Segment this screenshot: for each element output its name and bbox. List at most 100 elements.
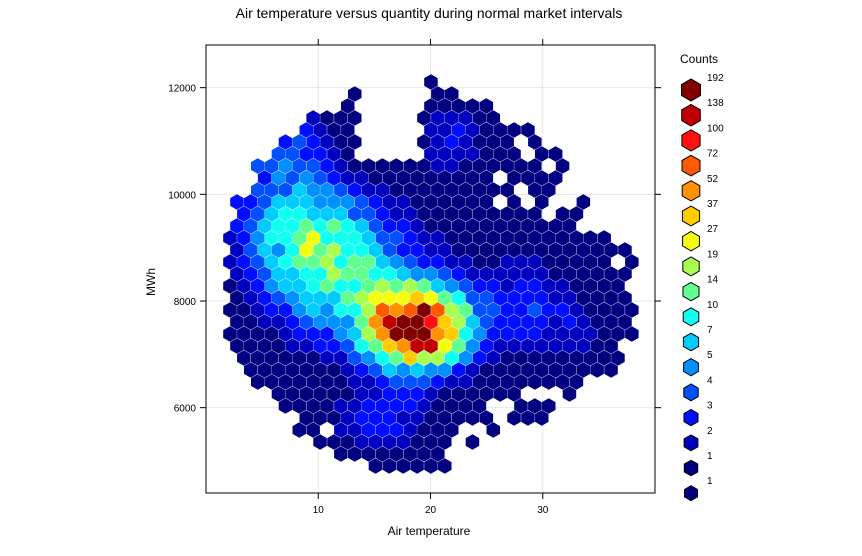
hex-cell-122 xyxy=(500,182,514,198)
hex-cell-63 xyxy=(278,158,293,174)
hex-cell-412 xyxy=(410,314,424,330)
hex-cell-611 xyxy=(424,410,438,426)
hex-cell-485 xyxy=(604,338,618,354)
hex-cell-157 xyxy=(375,206,390,222)
hex-cell-430 xyxy=(251,326,265,342)
hex-cell-577 xyxy=(438,386,452,402)
hex-cell-543 xyxy=(278,374,293,390)
y-tick-label-3: 12000 xyxy=(168,84,196,95)
hex-cell-477 xyxy=(493,338,507,354)
hex-cell-175 xyxy=(285,218,300,234)
hex-cell-384 xyxy=(431,302,445,318)
hex-cell-352 xyxy=(396,290,410,306)
hex-cell-18 xyxy=(472,110,487,126)
hex-cell-95 xyxy=(424,170,438,186)
hex-cell-346 xyxy=(313,290,327,306)
hex-cell-108 xyxy=(306,182,320,198)
hex-cell-423 xyxy=(562,314,577,330)
hex-cell-202 xyxy=(306,230,320,246)
hex-cell-630 xyxy=(486,422,500,438)
hex-cell-57 xyxy=(493,146,507,162)
hex-cell-186 xyxy=(438,218,452,234)
hex-cell-380 xyxy=(375,302,390,318)
hex-cell-343 xyxy=(271,290,286,306)
hex-cell-132 xyxy=(327,194,341,210)
hex-cell-237 xyxy=(410,242,424,258)
hex-cell-441 xyxy=(403,326,417,342)
hex-cell-252 xyxy=(618,242,632,258)
hex-cell-455 xyxy=(597,326,611,342)
legend-label-3: 72 xyxy=(707,149,719,160)
hex-cell-561 xyxy=(528,374,542,390)
hex-cell-545 xyxy=(306,374,320,390)
hex-cell-620 xyxy=(306,422,320,438)
hex-cell-47 xyxy=(285,146,300,162)
hex-cell-130 xyxy=(299,194,313,210)
hex-cell-408 xyxy=(354,314,369,330)
hex-cell-197 xyxy=(237,230,251,246)
hex-cell-364 xyxy=(562,290,577,306)
hex-cell-247 xyxy=(548,242,563,258)
hex-cell-149 xyxy=(264,206,279,222)
hex-cell-326 xyxy=(431,278,445,294)
hex-cell-591 xyxy=(375,398,390,414)
hex-cell-618 xyxy=(535,410,549,426)
hex-cell-397 xyxy=(611,302,625,318)
hex-cell-546 xyxy=(320,374,334,390)
hex-cell-560 xyxy=(514,374,528,390)
hex-cell-351 xyxy=(382,290,397,306)
hex-cell-642 xyxy=(334,446,348,462)
hex-cell-394 xyxy=(569,302,584,318)
hex-cell-329 xyxy=(472,278,487,294)
hex-cell-420 xyxy=(521,314,535,330)
hex-cell-146 xyxy=(576,194,591,210)
hex-cell-210 xyxy=(417,230,431,246)
hex-cell-31 xyxy=(521,122,535,138)
hex-cell-240 xyxy=(451,242,466,258)
hex-cell-249 xyxy=(576,242,591,258)
hex-cell-168 xyxy=(528,206,542,222)
hex-cell-355 xyxy=(438,290,452,306)
hex-cell-367 xyxy=(604,290,618,306)
hex-cell-75 xyxy=(444,158,459,174)
hex-cell-322 xyxy=(375,278,390,294)
hex-cell-116 xyxy=(417,182,431,198)
hex-cell-521 xyxy=(341,362,355,378)
hex-cell-362 xyxy=(535,290,549,306)
legend-label-14: 2 xyxy=(707,426,713,437)
hex-cell-199 xyxy=(264,230,279,246)
hex-cell-258 xyxy=(292,254,306,270)
hex-cell-106 xyxy=(278,182,293,198)
hex-cell-189 xyxy=(479,218,494,234)
hex-cell-553 xyxy=(417,374,431,390)
hex-cell-207 xyxy=(375,230,390,246)
hex-cell-269 xyxy=(444,254,459,270)
hex-cell-76 xyxy=(458,158,473,174)
hex-cell-374 xyxy=(292,302,306,318)
hex-cell-43 xyxy=(486,134,500,150)
hex-cell-344 xyxy=(285,290,300,306)
hex-cell-330 xyxy=(486,278,500,294)
hex-cell-491 xyxy=(306,350,320,366)
hex-cell-14 xyxy=(417,110,431,126)
hex-cell-345 xyxy=(299,290,313,306)
hex-cell-411 xyxy=(396,314,410,330)
hex-cell-616 xyxy=(507,410,521,426)
hex-cell-646 xyxy=(389,446,403,462)
hex-cell-150 xyxy=(278,206,293,222)
hex-cell-476 xyxy=(479,338,494,354)
hex-cell-221 xyxy=(569,230,584,246)
hex-cell-481 xyxy=(548,338,563,354)
hex-cell-419 xyxy=(507,314,521,330)
hex-cell-404 xyxy=(299,314,313,330)
hex-cell-58 xyxy=(507,146,521,162)
hex-cell-229 xyxy=(299,242,313,258)
hex-cell-522 xyxy=(354,362,369,378)
hex-cell-336 xyxy=(569,278,584,294)
hex-cell-208 xyxy=(389,230,403,246)
hex-cell-530 xyxy=(465,362,480,378)
hex-cell-440 xyxy=(389,326,403,342)
hex-cell-7 xyxy=(451,98,466,114)
hex-cell-414 xyxy=(438,314,452,330)
hex-cell-112 xyxy=(361,182,376,198)
